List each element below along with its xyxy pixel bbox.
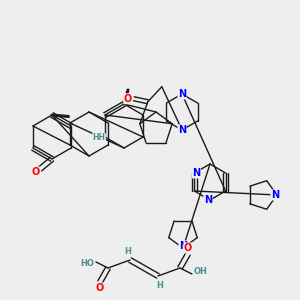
Text: H: H <box>124 247 131 256</box>
Text: O: O <box>96 283 104 293</box>
Text: N: N <box>204 195 212 205</box>
Text: H: H <box>157 280 164 290</box>
Text: OH: OH <box>194 268 208 277</box>
Text: N: N <box>271 190 279 200</box>
Text: O: O <box>184 243 192 253</box>
Text: N: N <box>178 89 186 99</box>
Text: O: O <box>124 94 132 104</box>
Text: N: N <box>179 241 187 251</box>
Text: N: N <box>192 168 200 178</box>
Text: HO: HO <box>80 260 94 268</box>
Text: HH: HH <box>92 134 106 142</box>
Text: N: N <box>178 125 186 135</box>
Text: O: O <box>32 167 40 177</box>
